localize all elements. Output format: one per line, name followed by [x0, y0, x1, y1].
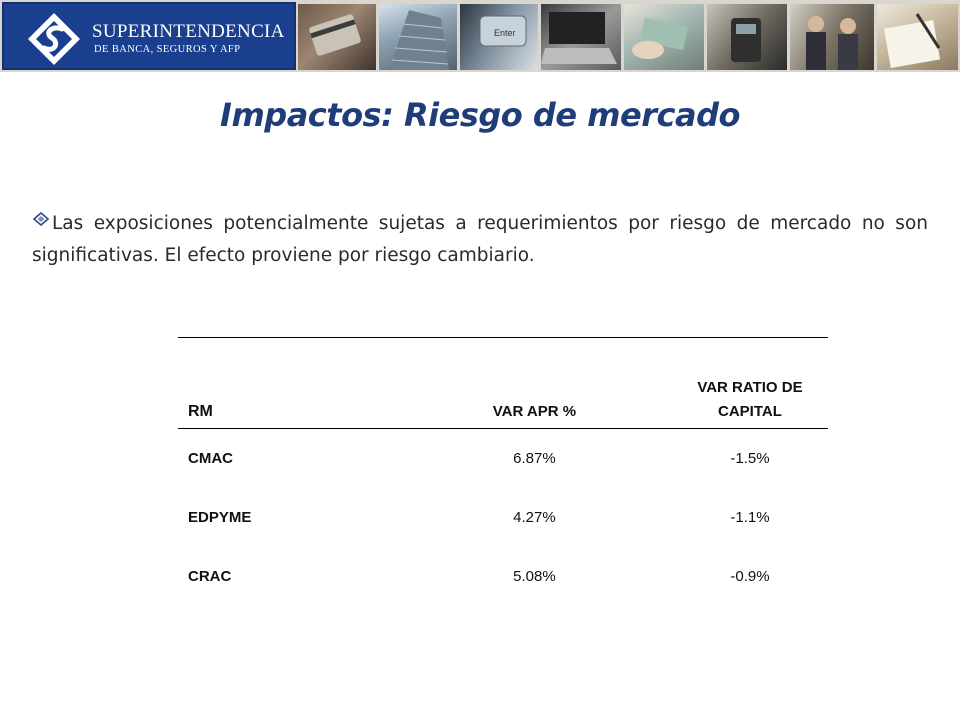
svg-text:Enter: Enter — [494, 28, 516, 38]
logo-name-line2: DE BANCA, SEGUROS Y AFP — [94, 44, 241, 55]
diamond-bullet-icon — [32, 212, 50, 226]
table-row: CRAC 5.08% -0.9% — [178, 547, 828, 606]
bullet-text: Las exposiciones potencialmente sujetas … — [32, 213, 928, 266]
header-rm: RM — [178, 337, 397, 429]
sbs-logo: SUPERINTENDENCIA DE BANCA, SEGUROS Y AFP — [2, 2, 296, 70]
row-entity: CRAC — [188, 568, 232, 585]
row-var-apr: 5.08% — [513, 568, 556, 585]
bank-building-photo — [379, 4, 457, 70]
business-meeting-photo — [790, 4, 874, 70]
row-var-ratio: -1.5% — [730, 450, 770, 467]
row-var-apr: 4.27% — [513, 509, 556, 526]
handshake-money-photo — [624, 4, 704, 70]
bullet-paragraph: Las exposiciones potencialmente sujetas … — [32, 208, 928, 272]
keyboard-enter-key-photo: Enter — [460, 4, 538, 70]
sbs-diamond-logo-icon — [28, 13, 80, 65]
table-header-row: RM VAR APR % VAR RATIO DE CAPITAL — [178, 337, 828, 429]
laptop-typing-photo — [541, 4, 621, 70]
row-var-apr: 6.87% — [513, 450, 556, 467]
table-row: CMAC 6.87% -1.5% — [178, 429, 828, 489]
slide-title: Impactos: Riesgo de mercado — [220, 96, 740, 134]
row-var-ratio: -0.9% — [730, 568, 770, 585]
market-risk-table: RM VAR APR % VAR RATIO DE CAPITAL CMAC 6… — [178, 337, 828, 606]
logo-name-line1: SUPERINTENDENCIA — [92, 21, 285, 42]
row-var-ratio: -1.1% — [730, 509, 770, 526]
table-row: EDPYME 4.27% -1.1% — [178, 488, 828, 547]
signing-document-photo — [877, 4, 958, 70]
row-entity: CMAC — [188, 450, 233, 467]
header-banner: SUPERINTENDENCIA DE BANCA, SEGUROS Y AFP… — [0, 0, 960, 72]
header-var-apr: VAR APR % — [396, 337, 672, 429]
card-payment-photo — [298, 4, 376, 70]
row-entity: EDPYME — [188, 509, 252, 526]
header-var-ratio-capital: VAR RATIO DE CAPITAL — [671, 337, 828, 429]
card-terminal-photo — [707, 4, 787, 70]
